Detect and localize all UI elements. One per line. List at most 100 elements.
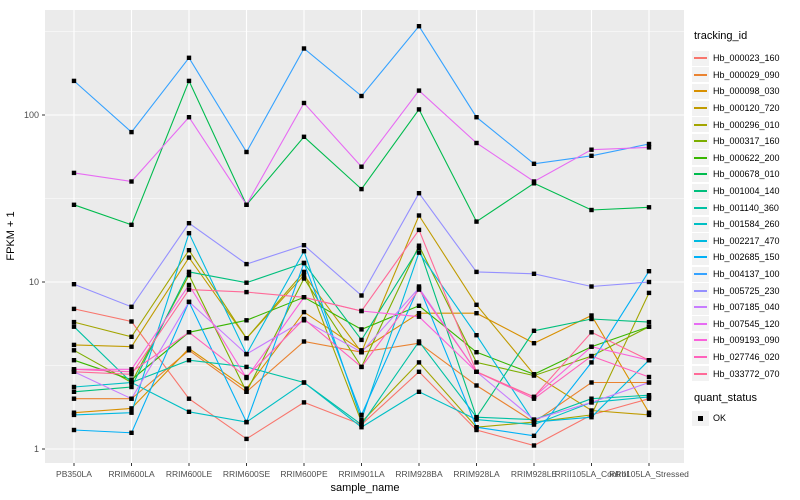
data-point [301,339,307,344]
data-point [359,425,364,430]
data-point [129,344,134,349]
data-point [474,333,479,338]
data-point [531,419,537,425]
legend-key-icon [692,117,709,133]
data-point [244,374,249,380]
quant-status-item: OK [692,410,798,427]
data-point [589,284,594,289]
x-tick-label: RRIM901LA [338,469,385,479]
data-point [531,179,537,184]
data-point [646,269,652,274]
data-point [416,250,422,255]
data-point [474,415,479,420]
legend-item-Hb_007545_120: Hb_007545_120 [692,316,798,333]
data-point [589,380,594,385]
data-point [359,412,364,418]
data-point [359,308,364,314]
data-point [359,350,364,355]
data-point [474,115,479,120]
data-point [416,314,422,319]
data-point [416,339,422,344]
data-point [129,179,134,184]
data-point [589,344,594,349]
data-point [416,311,422,316]
legend-key-icon [692,183,709,199]
data-point [244,389,249,394]
data-point [186,299,192,305]
data-point [359,417,364,422]
y-tick-label: 1 [34,444,39,454]
legend-key-icon [692,299,709,315]
data-point [359,293,364,298]
legend-label: Hb_000296_010 [713,119,780,130]
data-point [531,372,537,377]
legend-item-Hb_000120_720: Hb_000120_720 [692,100,798,117]
data-point [244,336,249,341]
data-point [186,358,192,363]
data-point [589,412,594,418]
data-point [244,202,249,207]
data-point [301,249,307,254]
legend-item-Hb_002685_150: Hb_002685_150 [692,249,798,266]
legend-key-icon [692,83,709,99]
x-tick-label: RRIM928LE [511,469,558,479]
legend-item-Hb_001004_140: Hb_001004_140 [692,183,798,200]
data-point [244,289,249,295]
legend-item-Hb_000317_160: Hb_000317_160 [692,133,798,150]
data-point [359,327,364,332]
plot-svg: 1 10 100 PB350LA RRIM600LA RRIM600LE RRIM600SE… [5,10,689,494]
data-point [416,245,422,251]
data-point [359,93,364,99]
legend-label: Hb_000120_720 [713,103,780,114]
data-point [301,46,307,51]
data-point [416,287,422,292]
data-point [129,367,134,372]
data-point [244,351,249,357]
data-point [301,380,307,385]
data-point [301,269,307,275]
data-point [301,316,307,322]
legend-key-icon [692,133,709,149]
data-point [359,422,364,427]
data-point [129,129,134,135]
data-point [646,145,652,150]
data-point [646,290,652,296]
data-point [416,213,422,218]
legend-label: Hb_007185_040 [713,302,780,313]
legend-key-icon [692,332,709,348]
data-point [301,272,307,278]
data-point [244,261,249,267]
data-point [416,369,422,374]
x-tick-label: RRIM928LA [453,469,500,479]
legend-label: Hb_000622_200 [713,152,780,163]
data-point [301,260,307,266]
data-point [646,324,652,329]
data-point [646,374,652,380]
data-point [416,389,422,394]
data-point [589,396,594,401]
data-point [71,348,77,353]
data-point [129,222,134,227]
data-point [71,396,77,401]
legend-key-icon [692,50,709,66]
y-tick-label: 10 [29,277,39,287]
legend-label: Hb_027746_020 [713,351,780,362]
data-point [129,319,134,324]
legend-label: Hb_001140_360 [713,202,779,213]
legend-key-icon [692,283,709,299]
data-point [244,419,249,425]
data-point [186,409,192,414]
legend-item-Hb_027746_020: Hb_027746_020 [692,349,798,366]
data-point [474,350,479,355]
legend-key-icon [692,150,709,166]
data-point [646,412,652,418]
data-point [71,342,77,348]
data-point [531,433,537,438]
legend-item-Hb_000098_030: Hb_000098_030 [692,83,798,100]
data-point [186,272,192,278]
data-point [416,360,422,365]
data-point [71,319,77,325]
data-point [129,410,134,415]
data-point [359,186,364,192]
